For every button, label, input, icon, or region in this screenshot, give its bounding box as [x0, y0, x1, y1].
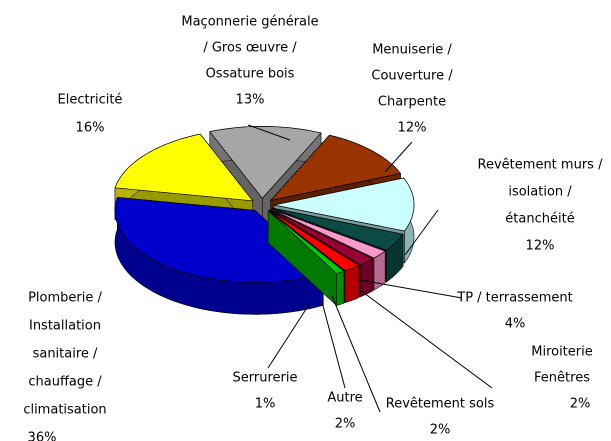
slice-top	[209, 126, 322, 199]
category-label: Ossature bois	[206, 67, 295, 82]
category-label: sanitaire /	[33, 347, 98, 362]
slice-wall	[344, 265, 360, 304]
value-label: 2%	[430, 423, 451, 438]
category-label: Fenêtres	[534, 371, 590, 386]
leader-line	[384, 141, 413, 173]
category-label: Miroiterie	[531, 345, 593, 360]
category-label: climatisation	[23, 403, 106, 418]
slice	[114, 197, 325, 315]
slice-top	[270, 209, 374, 266]
category-label: TP / terrassement	[456, 291, 573, 306]
category-label: Menuiserie /	[372, 43, 452, 58]
leader-line	[359, 279, 463, 299]
leader-line	[404, 209, 439, 256]
slice-top	[268, 210, 360, 272]
slice-top	[272, 207, 404, 251]
value-label: 4%	[505, 317, 526, 332]
category-label: / Gros œuvre /	[203, 41, 297, 56]
slice-top	[267, 210, 345, 274]
value-label: 12%	[526, 239, 555, 254]
category-label: isolation /	[508, 185, 572, 200]
value-label: 12%	[398, 121, 427, 136]
leader-line	[321, 301, 346, 389]
leader-line	[359, 289, 493, 389]
category-label: Plomberie /	[28, 291, 102, 306]
value-label: 13%	[236, 93, 265, 108]
category-label: Charpente	[378, 95, 446, 110]
category-label: chauffage /	[28, 375, 102, 390]
category-label: Revêtement murs /	[478, 158, 604, 173]
category-label: Autre	[327, 391, 362, 406]
category-label: Maçonnerie générale	[181, 15, 318, 30]
category-label: Installation	[29, 319, 101, 334]
category-label: Revêtement sols	[386, 397, 495, 412]
slice-top	[273, 177, 415, 232]
leader-line	[247, 124, 291, 141]
leader-line	[267, 302, 311, 369]
slice-top	[269, 134, 402, 201]
category-label: Electricité	[58, 93, 123, 108]
category-label: Serrurerie	[233, 371, 298, 386]
slice-wall	[336, 270, 345, 306]
slice-top	[114, 197, 325, 283]
leader-line	[331, 295, 381, 413]
value-label: 2%	[335, 417, 356, 432]
value-label: 16%	[76, 121, 105, 136]
slice-top	[114, 133, 254, 202]
value-label: 36%	[28, 431, 57, 441]
value-label: 2%	[570, 397, 591, 412]
category-label: étanchéité	[505, 212, 574, 227]
value-label: 1%	[255, 397, 276, 412]
slice-top	[271, 208, 386, 259]
slice	[267, 210, 345, 307]
category-label: Couverture /	[371, 69, 453, 84]
